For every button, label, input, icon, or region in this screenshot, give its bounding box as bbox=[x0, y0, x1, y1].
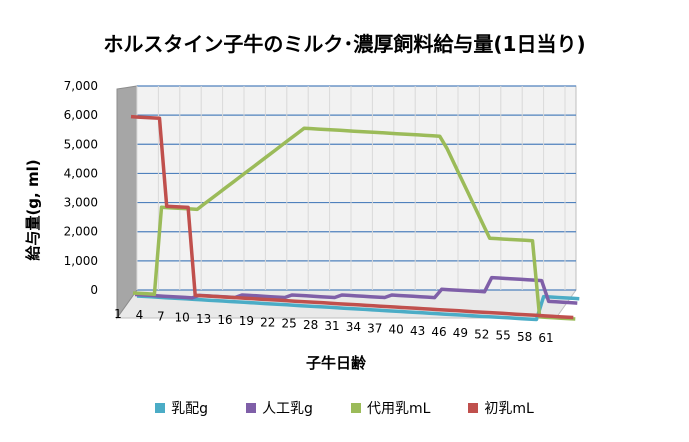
legend-label: 初乳mL bbox=[484, 401, 534, 417]
series-line-0 bbox=[136, 294, 580, 322]
x-tick-label: 61 bbox=[538, 331, 553, 345]
y-tick-label: 6,000 bbox=[64, 108, 98, 122]
back-wall-plane bbox=[136, 85, 577, 291]
x-tick-label: 10 bbox=[175, 311, 190, 325]
y-tick-label: 7,000 bbox=[64, 79, 98, 93]
y-tick-label: 1,000 bbox=[64, 254, 98, 268]
x-tick-label: 4 bbox=[136, 308, 144, 322]
x-tick-label: 52 bbox=[474, 327, 489, 341]
y-tick-label: 5,000 bbox=[64, 137, 98, 151]
y-tick-label: 4,000 bbox=[64, 166, 98, 180]
y-tick-label: 0 bbox=[90, 283, 98, 297]
x-tick-label: 19 bbox=[239, 314, 254, 328]
series-line-3 bbox=[130, 114, 574, 320]
y-axis-ticks: 0 1,000 2,000 3,000 4,000 5,000 6,000 7,000 bbox=[64, 79, 98, 297]
chart-series bbox=[130, 114, 580, 322]
x-tick-label: 40 bbox=[389, 323, 404, 337]
x-tick-label: 25 bbox=[282, 317, 297, 331]
legend-label: 乳配g bbox=[171, 401, 209, 417]
y-tick-label: 2,000 bbox=[64, 225, 98, 239]
series-line-2 bbox=[132, 126, 576, 321]
x-tick-label: 34 bbox=[346, 320, 361, 334]
legend-item: 初乳mL bbox=[468, 398, 534, 418]
x-tick-label: 7 bbox=[157, 309, 165, 323]
x-tick-label: 31 bbox=[324, 319, 339, 333]
chart-title: ホルスタイン子牛のミルク･濃厚飼料給与量(1日当り) bbox=[103, 32, 586, 56]
x-tick-label: 43 bbox=[410, 324, 425, 338]
y-axis-title: 給与量(g, ml) bbox=[24, 159, 42, 260]
legend-swatch bbox=[350, 403, 361, 413]
x-tick-label: 37 bbox=[367, 321, 382, 335]
legend-item: 人工乳g bbox=[246, 398, 313, 418]
x-tick-label: 58 bbox=[517, 330, 532, 344]
x-tick-label: 22 bbox=[260, 315, 275, 329]
x-tick-label: 49 bbox=[453, 326, 468, 340]
x-tick-label: 28 bbox=[303, 318, 318, 332]
legend-label: 人工乳g bbox=[262, 401, 313, 417]
legend-swatch bbox=[468, 403, 479, 413]
x-axis-ticks: 1 4 7 10 13 16 19 22 25 28 31 34 37 40 43 46 49 52 55 58 61 bbox=[114, 307, 553, 345]
legend-swatch bbox=[155, 403, 166, 413]
chart-legend: 乳配g 人工乳g 代用乳mL 初乳mL bbox=[0, 398, 689, 418]
y-tick-label: 3,000 bbox=[64, 196, 98, 210]
legend-item: 代用乳mL bbox=[350, 398, 431, 418]
x-tick-label: 13 bbox=[196, 312, 211, 326]
chart-back-wall bbox=[116, 85, 577, 320]
legend-label: 代用乳mL bbox=[366, 401, 431, 417]
x-tick-label: 46 bbox=[431, 325, 446, 339]
x-tick-label: 55 bbox=[496, 329, 511, 343]
legend-item: 乳配g bbox=[155, 398, 208, 418]
legend-swatch bbox=[246, 403, 257, 413]
x-axis-title: 子牛日齢 bbox=[306, 354, 367, 372]
side-wall-plane bbox=[116, 85, 138, 320]
chart-gridlines bbox=[136, 85, 576, 291]
x-tick-label: 1 bbox=[114, 307, 122, 321]
x-tick-label: 16 bbox=[217, 313, 232, 327]
